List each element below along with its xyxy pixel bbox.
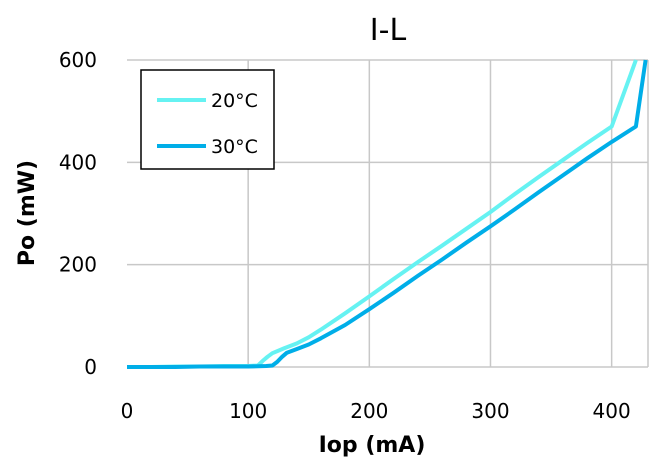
x-tick-label: 100 <box>229 399 267 423</box>
x-tick-label: 0 <box>121 399 134 423</box>
legend-label-30c: 30°C <box>211 136 258 158</box>
y-axis-title: Po (mW) <box>15 160 40 266</box>
y-tick-label: 0 <box>84 355 97 379</box>
y-tick-label: 400 <box>59 150 97 174</box>
legend-box <box>140 69 275 170</box>
x-tick-labels: 0 100 200 300 400 <box>121 399 631 423</box>
chart-title: I-L <box>370 13 407 48</box>
y-tick-label: 200 <box>59 253 97 277</box>
series-line-1 <box>127 59 648 369</box>
legend-label-20c: 20°C <box>211 90 258 112</box>
x-tick-label: 400 <box>593 399 631 423</box>
x-tick-label: 200 <box>350 399 388 423</box>
y-tick-label: 600 <box>59 48 97 72</box>
x-axis-title: Iop (mA) <box>319 433 426 458</box>
y-tick-labels: 0 200 400 600 <box>59 48 97 379</box>
legend: 20°C 30°C <box>140 69 275 170</box>
series-layer <box>127 59 648 369</box>
x-tick-label: 300 <box>471 399 509 423</box>
